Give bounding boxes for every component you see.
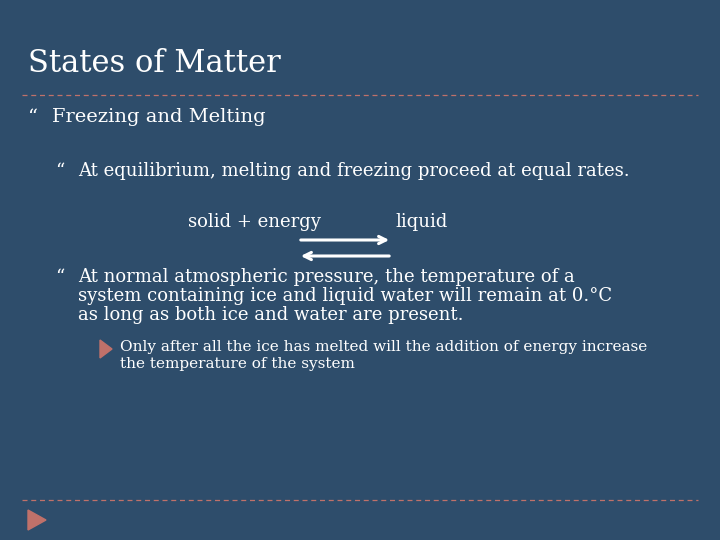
Polygon shape <box>28 510 46 530</box>
Text: as long as both ice and water are present.: as long as both ice and water are presen… <box>78 306 464 324</box>
Text: Only after all the ice has melted will the addition of energy increase: Only after all the ice has melted will t… <box>120 340 647 354</box>
Text: solid + energy: solid + energy <box>188 213 321 231</box>
Text: Freezing and Melting: Freezing and Melting <box>52 108 266 126</box>
Text: At normal atmospheric pressure, the temperature of a: At normal atmospheric pressure, the temp… <box>78 268 575 286</box>
Text: system containing ice and liquid water will remain at 0.°C: system containing ice and liquid water w… <box>78 287 612 305</box>
Text: the temperature of the system: the temperature of the system <box>120 357 355 371</box>
Text: At equilibrium, melting and freezing proceed at equal rates.: At equilibrium, melting and freezing pro… <box>78 162 629 180</box>
Text: States of Matter: States of Matter <box>28 48 281 79</box>
Text: “: “ <box>28 108 38 126</box>
Text: “: “ <box>55 268 64 286</box>
Polygon shape <box>100 340 112 358</box>
Text: “: “ <box>55 162 64 180</box>
Text: liquid: liquid <box>395 213 447 231</box>
